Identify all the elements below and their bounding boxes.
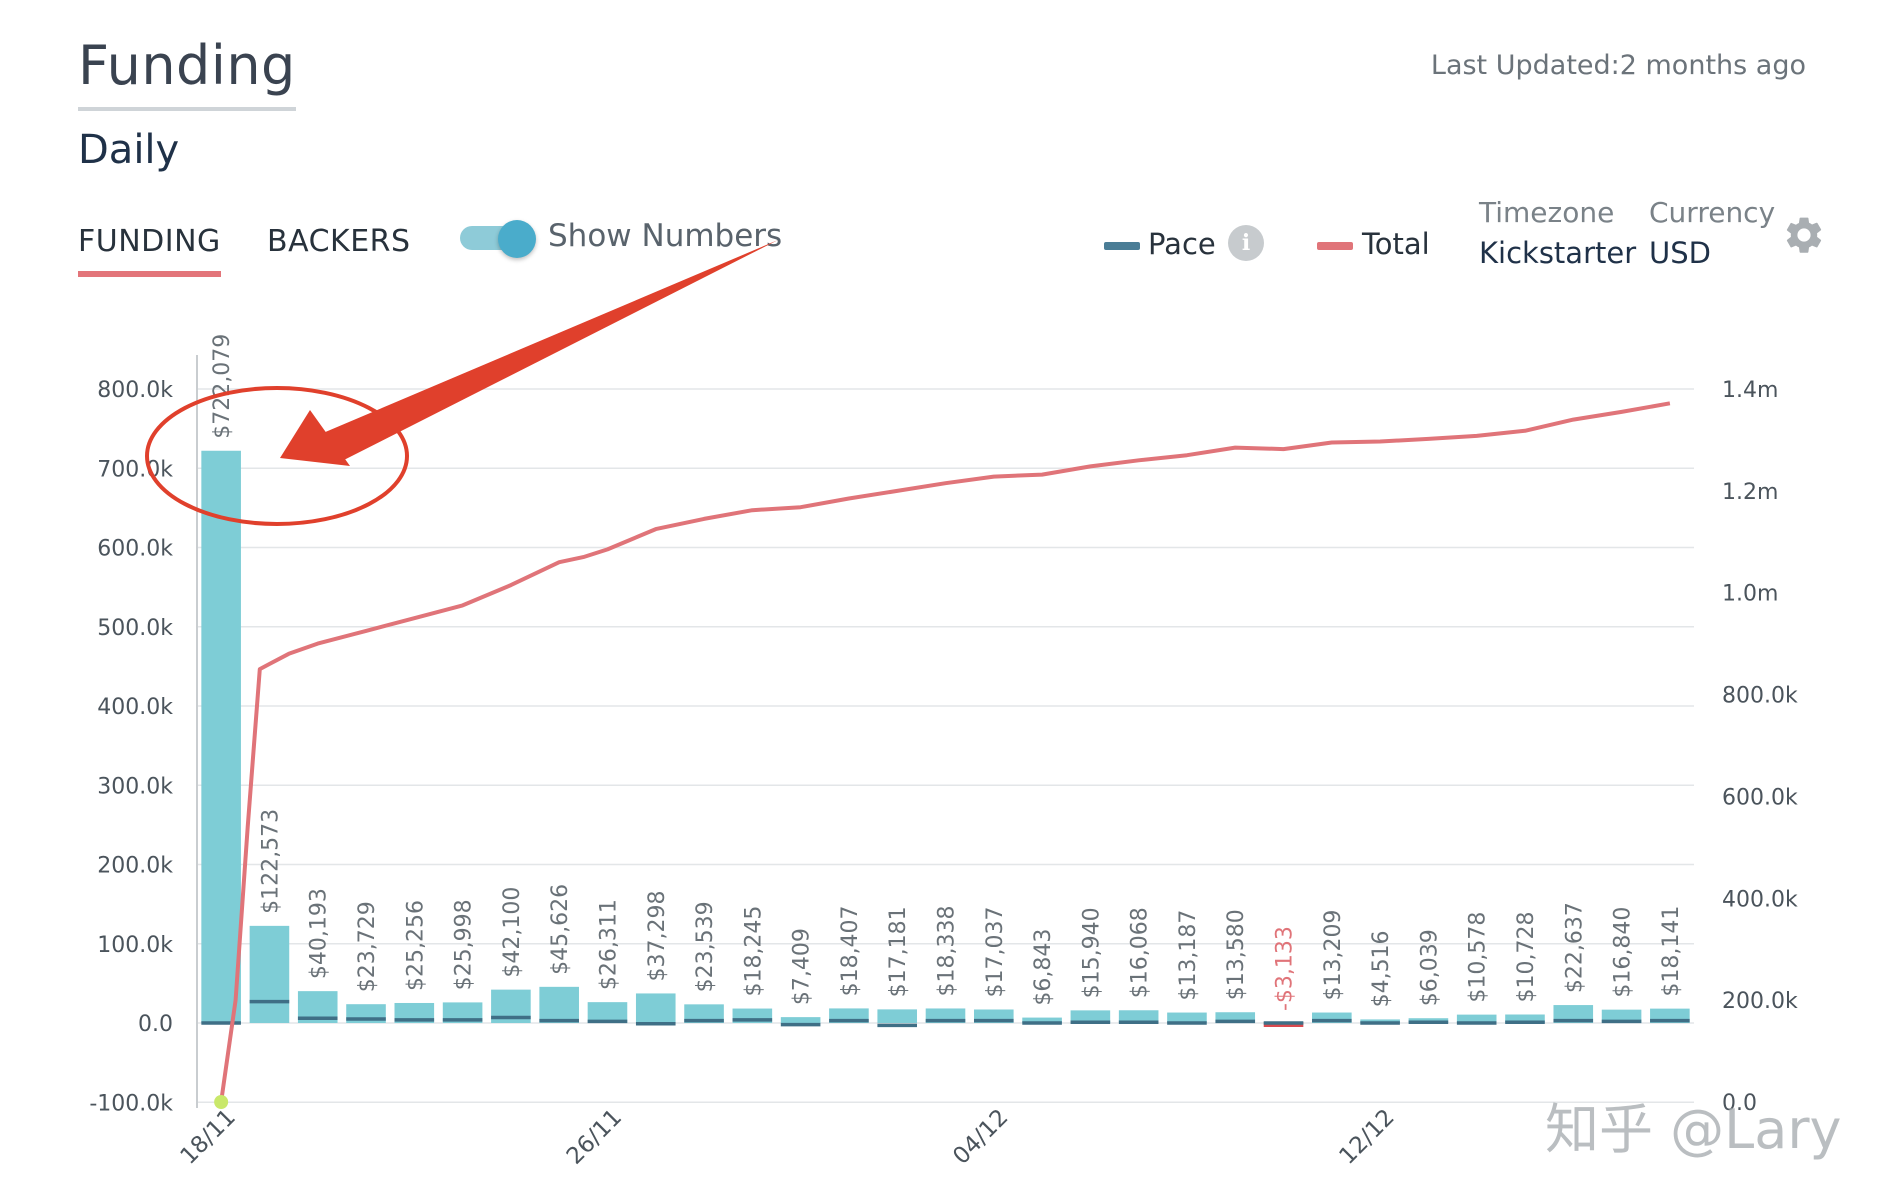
funding-bar xyxy=(394,1002,435,1023)
y-right-tick-label: 1.4m xyxy=(1722,378,1778,403)
last-updated-text: Last Updated:2 months ago xyxy=(1430,50,1806,81)
y-left-tick-label: 800.0k xyxy=(97,378,173,403)
annotation-arrow-head xyxy=(280,410,350,466)
bar-value-label: $26,311 xyxy=(596,899,621,990)
y-left-tick-label: 700.0k xyxy=(97,457,173,482)
funding-bar xyxy=(1553,1005,1594,1023)
y-right-tick-label: 600.0k xyxy=(1722,785,1798,810)
bar-value-label: $16,840 xyxy=(1611,907,1636,998)
bar-value-label: $45,626 xyxy=(548,884,573,975)
funding-bar xyxy=(1360,1019,1400,1023)
toggle-knob xyxy=(498,220,536,258)
bar-value-label: $7,409 xyxy=(790,928,815,1005)
y-right-tick-label: 200.0k xyxy=(1722,989,1798,1014)
annotation-arrow-shaft xyxy=(323,240,778,463)
y-right-tick-label: 1.2m xyxy=(1722,480,1778,505)
funding-bar xyxy=(780,1017,821,1023)
x-tick-label: 12/12 xyxy=(1335,1104,1400,1169)
funding-bar xyxy=(1312,1012,1352,1023)
funding-bar xyxy=(249,925,290,1023)
y-right-tick-label: 800.0k xyxy=(1722,684,1798,709)
bar-value-label: $25,256 xyxy=(403,900,428,991)
x-tick-label: 04/12 xyxy=(948,1104,1013,1169)
funding-bar xyxy=(1215,1012,1256,1023)
legend-pace-label: Pace xyxy=(1148,227,1216,261)
y-right-tick-label: 400.0k xyxy=(1722,887,1798,912)
y-left-tick-label: 100.0k xyxy=(97,933,173,958)
gear-icon[interactable] xyxy=(1782,213,1826,257)
y-left-tick-label: 200.0k xyxy=(97,854,173,879)
funding-bar xyxy=(587,1002,628,1023)
total-start-point xyxy=(214,1095,229,1109)
y-left-tick-label: 0.0 xyxy=(138,1012,173,1037)
show-numbers-toggle[interactable] xyxy=(460,220,536,258)
bar-value-label: $16,068 xyxy=(1128,907,1153,998)
timezone-value[interactable]: Kickstarter xyxy=(1479,236,1637,270)
funding-bar xyxy=(1118,1010,1159,1023)
bar-value-label: $10,578 xyxy=(1466,912,1491,1003)
funding-bar xyxy=(1456,1014,1497,1023)
bar-value-label: $18,407 xyxy=(838,905,863,996)
x-tick-label: 18/11 xyxy=(176,1104,241,1169)
watermark-text: 知乎 @Lary xyxy=(1545,1098,1842,1161)
tab-backers[interactable]: BACKERS xyxy=(267,224,411,259)
bar-value-label: $25,998 xyxy=(452,899,477,990)
bar-value-label: $4,516 xyxy=(1369,930,1394,1007)
bar-value-label: $18,245 xyxy=(741,906,766,997)
bar-value-label: $40,193 xyxy=(307,888,332,979)
bar-value-label: -$3,133 xyxy=(1273,926,1298,1011)
legend-total-swatch xyxy=(1317,242,1353,250)
bar-value-label: $6,039 xyxy=(1417,929,1442,1006)
funding-bar xyxy=(1601,1009,1642,1023)
bar-value-label: $17,037 xyxy=(983,907,1008,998)
y-left-tick-label: 500.0k xyxy=(97,616,173,641)
bar-value-label: $122,573 xyxy=(258,809,283,914)
funding-bar xyxy=(877,1009,918,1023)
y-left-tick-label: 400.0k xyxy=(97,695,173,720)
bar-value-label: $17,181 xyxy=(886,906,911,997)
page-title: Funding xyxy=(78,34,296,111)
funding-bar xyxy=(539,986,579,1023)
bar-value-label: $18,338 xyxy=(935,905,960,996)
total-line xyxy=(219,401,1671,1103)
y-right-tick-label: 0.0 xyxy=(1722,1091,1757,1116)
bar-value-label: $37,298 xyxy=(645,890,670,981)
info-icon[interactable]: i xyxy=(1228,225,1264,261)
y-left-tick-label: 600.0k xyxy=(97,537,173,562)
currency-label: Currency xyxy=(1649,196,1776,229)
funding-bar xyxy=(201,450,241,1023)
funding-bar xyxy=(635,993,676,1023)
funding-bar xyxy=(684,1004,724,1023)
bar-value-label: $23,729 xyxy=(355,901,380,992)
funding-bar xyxy=(1167,1012,1207,1023)
bar-value-label: $13,187 xyxy=(1176,910,1201,1001)
legend-total-label: Total xyxy=(1362,227,1430,261)
show-numbers-label: Show Numbers xyxy=(548,218,783,254)
bar-value-label: $18,141 xyxy=(1659,906,1684,997)
y-right-tick-label: 1.0m xyxy=(1722,582,1778,607)
tab-funding[interactable]: FUNDING xyxy=(78,224,221,277)
legend-pace-swatch xyxy=(1104,242,1140,250)
y-left-tick-label: 300.0k xyxy=(97,774,173,799)
currency-value[interactable]: USD xyxy=(1649,236,1711,270)
bar-value-label: $22,637 xyxy=(1562,902,1587,993)
bar-value-label: $13,580 xyxy=(1224,909,1249,1000)
period-label: Daily xyxy=(78,127,180,173)
x-tick-label: 26/11 xyxy=(562,1104,627,1169)
funding-bar xyxy=(1070,1010,1111,1023)
bar-value-label: $6,843 xyxy=(1031,929,1056,1006)
funding-bar xyxy=(1505,1014,1545,1023)
bar-value-label: $15,940 xyxy=(1079,907,1104,998)
funding-bar xyxy=(442,1002,483,1023)
bar-value-label: $722,079 xyxy=(210,334,235,439)
timezone-label: Timezone xyxy=(1479,196,1615,229)
bar-value-label: $42,100 xyxy=(500,887,525,978)
funding-bar xyxy=(1022,1017,1062,1023)
bar-value-label: $13,209 xyxy=(1321,910,1346,1001)
bar-value-label: $10,728 xyxy=(1514,912,1539,1003)
bar-value-label: $23,539 xyxy=(693,901,718,992)
y-left-tick-label: -100.0k xyxy=(89,1091,173,1116)
annotation-circle xyxy=(145,386,409,526)
